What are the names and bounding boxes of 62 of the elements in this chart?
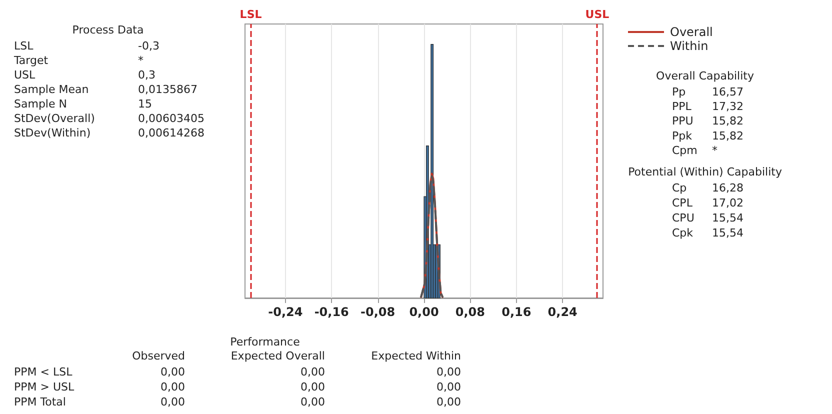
text: PPM < LSL (14, 366, 74, 378)
text: LSL (14, 40, 34, 52)
text: -0,3 (138, 40, 160, 52)
text: 0,00 (160, 396, 185, 408)
text: StDev(Within) (14, 126, 91, 140)
text: PPU (672, 114, 694, 128)
legend-label: Overall (670, 25, 713, 39)
text: 15,82 (712, 129, 744, 142)
text: Ppk (672, 129, 693, 142)
text: 0,3 (138, 68, 156, 82)
text: 17,32 (712, 100, 744, 114)
text: Overall Capability (656, 70, 754, 82)
text: USL (14, 68, 36, 82)
text: CPU (672, 212, 694, 224)
text: Observed (132, 350, 185, 362)
legend-label: Within (670, 39, 708, 53)
text: Sample N (14, 98, 67, 110)
text: 16,28 (712, 182, 744, 194)
text: 0,00 (300, 366, 325, 378)
text: 15,54 (712, 212, 744, 224)
text: 0,0135867 (138, 83, 198, 96)
text: Cp (672, 182, 687, 194)
x-tick-label: 0,00 (409, 305, 439, 319)
text: PPL (672, 100, 692, 114)
ref-line-label: USL (585, 8, 610, 21)
text: 0,00 (436, 396, 461, 408)
text: Potential (Within) Capability (628, 166, 782, 178)
x-tick-label: -0,08 (360, 305, 396, 319)
text: 0,00603405 (138, 112, 204, 125)
text: * (712, 144, 718, 157)
text: Pp (672, 86, 686, 98)
text: * (138, 54, 144, 67)
text: 0,00 (436, 380, 461, 394)
text: 0,00 (160, 366, 185, 378)
x-tick-label: 0,24 (548, 305, 578, 319)
x-tick-label: 0,16 (502, 305, 532, 319)
text: 16,57 (712, 86, 744, 98)
x-tick-label: -0,24 (268, 305, 303, 319)
text: StDev(Overall) (14, 112, 95, 125)
text: Expected Overall (230, 350, 325, 362)
x-tick-label: 0,08 (455, 305, 485, 319)
text: Process Data (72, 24, 144, 36)
text: PPM > USL (14, 380, 75, 394)
text: 17,02 (712, 196, 744, 210)
text: 15 (138, 98, 152, 110)
ref-line-label: LSL (240, 8, 262, 21)
text: Performance (230, 336, 300, 348)
text: 0,00 (300, 396, 325, 408)
text: Sample Mean (14, 83, 89, 96)
text: Cpk (672, 226, 694, 240)
text: 15,82 (712, 114, 744, 128)
text: 0,00 (160, 380, 185, 394)
text: Cpm (672, 144, 698, 157)
text: Expected Within (371, 350, 462, 362)
x-tick-label: -0,16 (314, 305, 349, 319)
text: PPM Total (14, 396, 66, 408)
text: CPL (672, 196, 694, 210)
text: Target (13, 54, 49, 67)
text: 0,00 (436, 366, 461, 378)
text: 0,00 (300, 380, 325, 394)
text: 15,54 (712, 226, 744, 240)
text: 0,00614268 (138, 126, 204, 140)
